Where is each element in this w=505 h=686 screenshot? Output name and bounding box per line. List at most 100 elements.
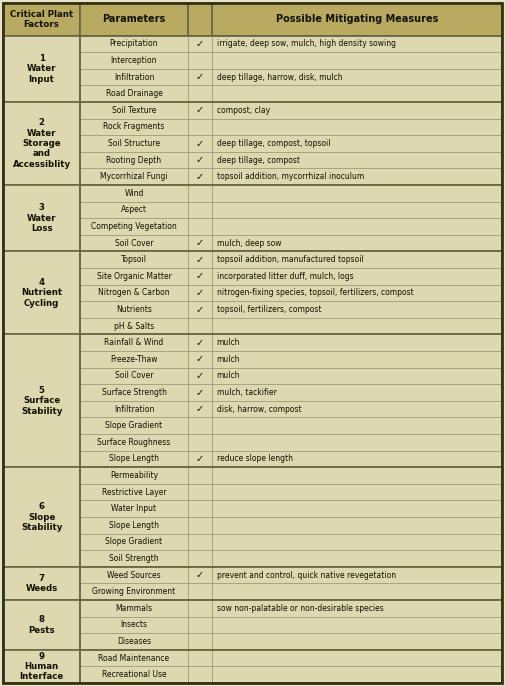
Bar	[80, 567, 188, 583]
Bar	[212, 52, 502, 69]
Bar	[212, 185, 502, 202]
Bar	[188, 86, 212, 102]
Text: 8
Pests: 8 Pests	[28, 615, 55, 635]
Bar	[212, 135, 502, 152]
Bar	[188, 434, 212, 451]
Text: sow non-palatable or non-desirable species: sow non-palatable or non-desirable speci…	[217, 604, 383, 613]
Bar	[80, 567, 502, 600]
Bar	[188, 119, 212, 135]
Text: Infiltration: Infiltration	[114, 405, 154, 414]
Bar	[80, 600, 502, 650]
Bar	[212, 301, 502, 318]
Bar	[80, 666, 188, 683]
Bar	[80, 401, 188, 417]
Text: Nitrogen & Carbon: Nitrogen & Carbon	[98, 288, 170, 298]
Bar	[212, 500, 502, 517]
Bar	[80, 650, 188, 666]
Bar	[188, 633, 212, 650]
Text: topsoil addition, mycorrhizal inoculum: topsoil addition, mycorrhizal inoculum	[217, 172, 364, 181]
Text: ✓: ✓	[195, 288, 204, 298]
Text: compost, clay: compost, clay	[217, 106, 270, 115]
Bar	[80, 185, 502, 252]
Text: ✓: ✓	[195, 106, 204, 115]
Bar	[212, 617, 502, 633]
Text: 1
Water
Input: 1 Water Input	[27, 54, 57, 84]
Text: deep tillage, compost, topsoil: deep tillage, compost, topsoil	[217, 139, 330, 148]
Text: Water Input: Water Input	[112, 504, 157, 513]
Text: mulch: mulch	[217, 355, 240, 364]
Text: 7
Weeds: 7 Weeds	[26, 573, 58, 593]
Bar	[188, 152, 212, 169]
Bar	[80, 169, 188, 185]
Bar	[188, 650, 212, 666]
Text: Soil Cover: Soil Cover	[115, 239, 153, 248]
Text: Soil Structure: Soil Structure	[108, 139, 160, 148]
Bar	[80, 368, 188, 384]
Text: 2
Water
Storage
and
Accessiblity: 2 Water Storage and Accessiblity	[13, 118, 71, 169]
Bar	[188, 235, 212, 252]
Text: Road Drainage: Road Drainage	[106, 89, 163, 98]
Text: ✓: ✓	[195, 139, 204, 149]
Text: ✓: ✓	[195, 172, 204, 182]
Bar	[3, 102, 80, 185]
Bar	[188, 252, 212, 268]
Bar	[80, 500, 188, 517]
Text: Soil Cover: Soil Cover	[115, 371, 153, 381]
Bar	[3, 3, 80, 36]
Text: Nutrients: Nutrients	[116, 305, 152, 314]
Bar	[3, 334, 80, 467]
Bar	[212, 152, 502, 169]
Bar	[212, 534, 502, 550]
Text: Insects: Insects	[121, 620, 147, 629]
Bar	[80, 119, 188, 135]
Text: Critical Plant
Factors: Critical Plant Factors	[10, 10, 73, 29]
Bar	[188, 318, 212, 334]
Text: Slope Gradient: Slope Gradient	[106, 537, 163, 547]
Text: Mammals: Mammals	[116, 604, 153, 613]
Bar	[80, 218, 188, 235]
Bar	[212, 268, 502, 285]
Bar	[80, 467, 502, 567]
Text: Recreational Use: Recreational Use	[102, 670, 166, 679]
Bar	[212, 36, 502, 52]
Bar	[212, 467, 502, 484]
Text: topsoil, fertilizers, compost: topsoil, fertilizers, compost	[217, 305, 321, 314]
Bar	[212, 550, 502, 567]
Bar	[188, 202, 212, 218]
Bar	[212, 218, 502, 235]
Bar	[188, 534, 212, 550]
Text: Weed Sources: Weed Sources	[107, 571, 161, 580]
Text: Diseases: Diseases	[117, 637, 151, 646]
Bar	[188, 666, 212, 683]
Bar	[212, 235, 502, 252]
Text: ✓: ✓	[195, 72, 204, 82]
Bar	[212, 334, 502, 351]
Text: incorporated litter duff, mulch, logs: incorporated litter duff, mulch, logs	[217, 272, 353, 281]
Text: irrigate, deep sow, mulch, high density sowing: irrigate, deep sow, mulch, high density …	[217, 39, 395, 49]
Text: mulch, deep sow: mulch, deep sow	[217, 239, 281, 248]
Bar	[188, 169, 212, 185]
Bar	[188, 334, 212, 351]
Bar	[80, 417, 188, 434]
Bar	[3, 650, 80, 683]
Bar	[188, 567, 212, 583]
Text: ✓: ✓	[195, 338, 204, 348]
Bar	[80, 517, 188, 534]
Text: Precipitation: Precipitation	[110, 39, 158, 49]
Bar	[188, 600, 212, 617]
Text: Soil Texture: Soil Texture	[112, 106, 156, 115]
Bar	[188, 351, 212, 368]
Text: Surface Roughness: Surface Roughness	[97, 438, 171, 447]
Bar	[188, 401, 212, 417]
Bar	[3, 467, 80, 567]
Bar	[3, 252, 80, 334]
Bar	[80, 334, 502, 467]
Text: 6
Slope
Stability: 6 Slope Stability	[21, 502, 62, 532]
Text: ✓: ✓	[195, 255, 204, 265]
Bar	[188, 583, 212, 600]
Text: Rock Fragments: Rock Fragments	[104, 122, 165, 132]
Text: prevent and control, quick native revegetation: prevent and control, quick native revege…	[217, 571, 396, 580]
Bar	[80, 534, 188, 550]
Bar	[188, 451, 212, 467]
Bar	[212, 69, 502, 86]
